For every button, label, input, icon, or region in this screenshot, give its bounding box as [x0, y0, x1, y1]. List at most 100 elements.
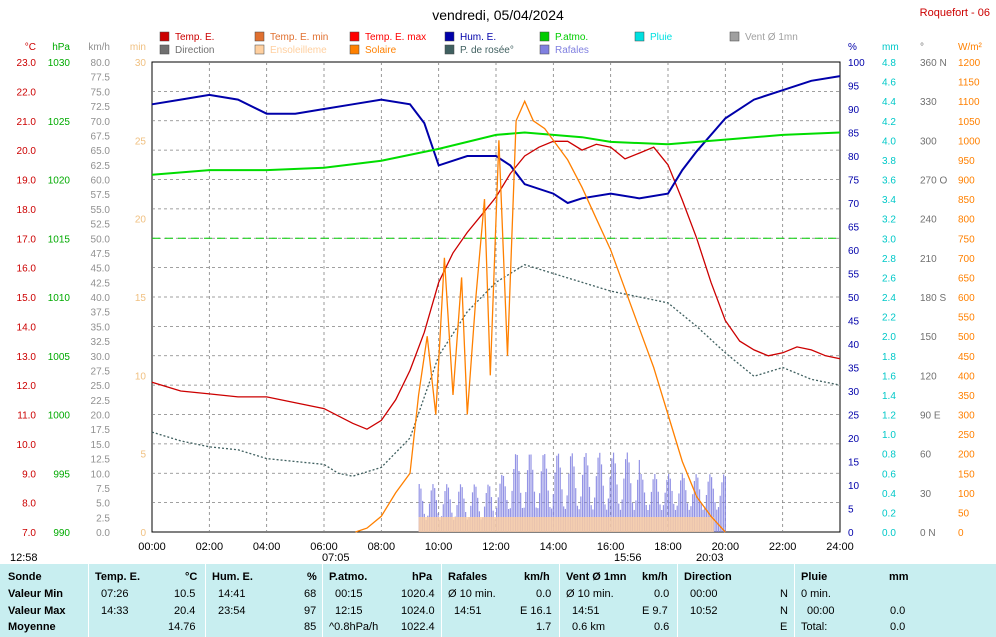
min-axis-tick: 20 — [135, 215, 147, 226]
raf-header: Rafales — [448, 571, 488, 583]
legend-swatch — [729, 31, 740, 42]
hum-max-time: 23:54 — [218, 605, 246, 617]
deg-axis-tick: 360 N — [920, 58, 947, 69]
mm-axis-tick: 0.2 — [882, 508, 896, 519]
gust-bar — [609, 477, 611, 532]
wm2-axis-tick: 750 — [958, 234, 975, 245]
gust-bar — [582, 474, 584, 532]
gust-bar — [642, 479, 644, 532]
temp-axis-tick: 11.0 — [17, 411, 36, 422]
pct-axis-tick: 85 — [848, 129, 860, 140]
kmh-axis-tick: 7.5 — [96, 484, 110, 495]
kmh-axis-tick: 52.5 — [91, 220, 111, 231]
legend-label: Rafales — [555, 45, 589, 56]
stats-rafales: Rafales km/h Ø 10 min. 0.0 14:51 E 16.1 … — [442, 564, 559, 637]
kmh-axis-tick: 10.0 — [91, 469, 111, 480]
mm-axis-tick: 3.0 — [882, 234, 896, 245]
pct-axis-unit: % — [848, 42, 857, 53]
legend-label: Temp. E. min — [270, 32, 328, 43]
kmh-axis-tick: 55.0 — [91, 205, 111, 216]
gust-bar — [516, 454, 518, 532]
chart-legend: Temp. E. Temp. E. min Temp. E. max Hum. E. P… — [159, 31, 798, 56]
patmo-unit: hPa — [412, 571, 433, 583]
wm2-axis-tick: 1200 — [958, 58, 981, 69]
gust-bar — [625, 459, 627, 532]
kmh-axis-tick: 12.5 — [91, 455, 111, 466]
patmo-trend: ^0.8hPa/h — [329, 621, 379, 633]
gust-bar — [573, 466, 575, 532]
gust-bar — [709, 474, 711, 532]
gust-bar — [575, 488, 577, 532]
wm2-axis-tick: 700 — [958, 254, 975, 265]
hpa-axis-tick: 995 — [53, 469, 70, 480]
dir-avg-value: E — [780, 621, 788, 633]
hum-avg-value: 85 — [304, 621, 317, 633]
gust-bar — [630, 483, 632, 532]
pct-axis-tick: 25 — [848, 411, 860, 422]
chart-axes: °C 23.0 22.0 21.0 20.0 19.0 18.0 17.0 16.0 15.0 14… — [17, 42, 983, 553]
gust-bar — [683, 478, 685, 532]
mm-axis-tick: 3.8 — [882, 156, 896, 167]
gust-bar — [539, 493, 541, 532]
temp-axis-unit: °C — [25, 42, 36, 53]
kmh-axis-tick: 25.0 — [91, 381, 111, 392]
mm-axis-tick: 3.2 — [882, 215, 896, 226]
pct-axis-tick: 95 — [848, 82, 860, 93]
gust-bar — [571, 453, 573, 532]
gust-bar — [611, 458, 613, 532]
gust-bar — [685, 490, 687, 532]
legend-label: Pluie — [650, 32, 673, 43]
wm2-axis-tick: 50 — [958, 508, 970, 519]
gust-bar — [506, 499, 508, 532]
temp-header: Temp. E. — [95, 571, 141, 583]
gust-bar — [477, 497, 479, 532]
gust-bar — [657, 491, 659, 532]
label-max: Valeur Max — [8, 605, 66, 617]
gust-bar — [614, 463, 616, 532]
gust-bar — [514, 454, 517, 532]
hum-min-value: 68 — [304, 588, 317, 600]
gust-bar — [471, 492, 474, 532]
raf-max-time: 14:51 — [454, 605, 482, 617]
time-tick: 06:00 — [310, 541, 338, 553]
pct-axis-tick: 50 — [848, 293, 860, 304]
dir-min-value: N — [780, 588, 788, 600]
gust-bar — [568, 473, 570, 532]
gust-bar — [511, 490, 513, 532]
temp-axis-tick: 7.0 — [22, 528, 36, 539]
deg-axis-tick: 180 S — [920, 293, 946, 304]
gust-bar — [554, 472, 556, 532]
stats-temp: Temp. E. °C 07:26 10.5 14:33 20.4 14.76 — [89, 564, 205, 637]
gust-bar — [449, 499, 451, 532]
kmh-axis-tick: 37.5 — [91, 308, 111, 319]
hpa-axis-tick: 990 — [53, 528, 70, 539]
time-tick: 10:00 — [425, 541, 453, 553]
gust-bar — [716, 509, 718, 532]
pct-axis-tick: 60 — [848, 246, 860, 257]
deg-axis-tick: 300 — [920, 136, 937, 147]
gust-bar — [616, 484, 618, 532]
patmo-avg-value: 1022.4 — [401, 621, 435, 633]
hpa-axis-tick: 1010 — [48, 293, 71, 304]
stats-table: Sonde Valeur Min Valeur Max Moyenne Temp… — [0, 564, 996, 637]
series-line — [355, 99, 726, 533]
temp-axis-tick: 16.0 — [17, 264, 37, 275]
wm2-axis-tick: 550 — [958, 313, 975, 324]
hpa-axis-tick: 1015 — [48, 234, 71, 245]
gust-bar — [420, 488, 422, 532]
stats-vent: Vent Ø 1mn km/h Ø 10 min. 0.0 14:51 E 9.… — [560, 564, 677, 637]
raf-avg-value: 1.7 — [536, 621, 552, 633]
temp-axis-tick: 8.0 — [22, 499, 36, 510]
gust-bar — [714, 502, 716, 532]
gust-bar — [561, 489, 563, 532]
gust-bar — [585, 453, 587, 532]
stats-hum: Hum. E. % 14:41 68 23:54 97 85 — [206, 564, 322, 637]
wm2-axis-tick: 1100 — [958, 97, 980, 108]
wm2-axis-tick: 400 — [958, 371, 975, 382]
pct-axis-tick: 5 — [848, 505, 854, 516]
vent-min-value: 0.0 — [654, 588, 670, 600]
deg-axis-tick: 90 E — [920, 411, 941, 422]
pct-axis-tick: 70 — [848, 199, 860, 210]
station-name: Roquefort - 06 — [920, 7, 990, 19]
gust-bar — [533, 491, 536, 532]
